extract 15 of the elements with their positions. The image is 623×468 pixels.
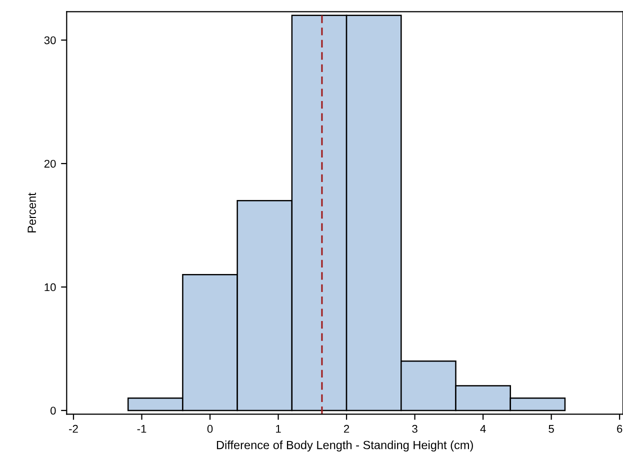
x-tick-label: -2: [69, 424, 78, 433]
y-tick-label: 20: [44, 160, 56, 168]
y-tick-label: 10: [44, 283, 56, 292]
x-tick-label: 3: [412, 424, 418, 433]
y-tick-label: 0: [50, 406, 56, 415]
y-tick-label: 30: [44, 36, 56, 44]
y-axis-title: Percent: [28, 192, 36, 232]
x-tick-label: 0: [207, 424, 213, 433]
x-tick-label: 5: [548, 425, 554, 433]
x-tick-label: 2: [344, 424, 350, 433]
x-tick-label: 1: [276, 425, 281, 433]
x-tick-label: -1: [137, 425, 146, 433]
x-tick-label: 6: [617, 424, 622, 433]
x-tick-label: 4: [480, 425, 486, 433]
x-axis-title: Difference of Body Length - Standing Height (cm): [216, 440, 473, 452]
